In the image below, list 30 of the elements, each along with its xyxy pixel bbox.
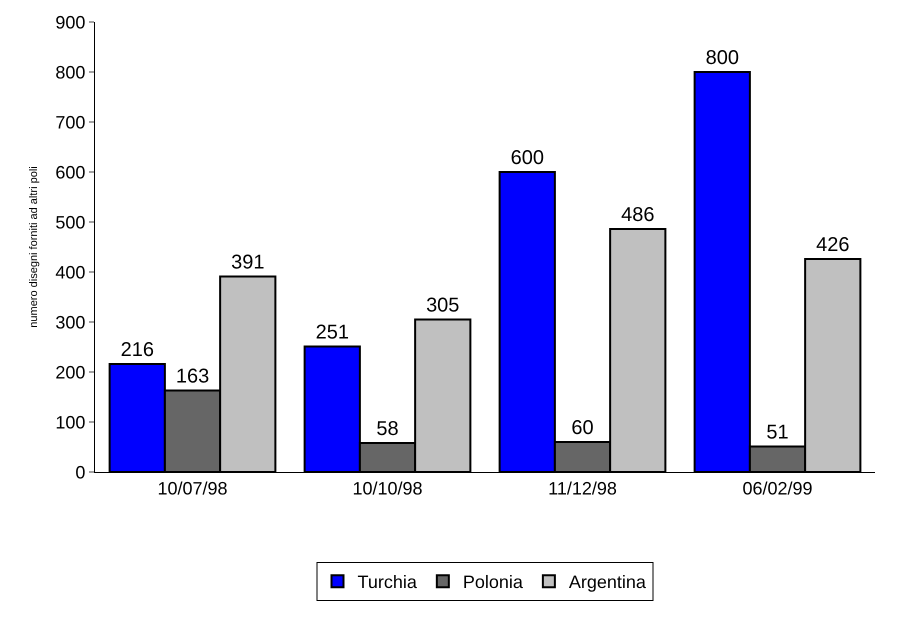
data-label: 216 xyxy=(120,339,154,361)
y-tick-label: 100 xyxy=(55,412,86,432)
data-label: 600 xyxy=(510,147,544,169)
data-label: 305 xyxy=(426,294,460,316)
x-tick-label: 10/07/98 xyxy=(157,478,228,499)
legend-label: Turchia xyxy=(358,572,418,592)
data-label: 60 xyxy=(571,417,594,439)
y-tick-label: 800 xyxy=(55,62,86,82)
x-tick-label: 11/12/98 xyxy=(548,478,617,499)
x-tick-label: 10/10/98 xyxy=(352,478,423,499)
legend-label: Argentina xyxy=(568,572,647,592)
data-label: 58 xyxy=(376,418,399,440)
y-axis-title: numero disegni forniti ad altri poli xyxy=(28,166,40,328)
data-label: 163 xyxy=(176,366,210,388)
data-label: 391 xyxy=(231,252,264,274)
y-tick-label: 400 xyxy=(55,262,86,282)
y-tick-label: 300 xyxy=(55,312,86,332)
data-label: 51 xyxy=(766,422,789,444)
y-tick-label: 0 xyxy=(75,462,86,482)
x-tick-label: 06/02/99 xyxy=(742,478,813,499)
data-label: 486 xyxy=(621,204,654,226)
y-tick-label: 500 xyxy=(55,212,86,232)
legend-label: Polonia xyxy=(462,572,524,592)
y-tick-label: 600 xyxy=(55,162,86,182)
data-label: 800 xyxy=(706,47,739,69)
y-tick-label: 700 xyxy=(55,112,86,132)
y-tick-label: 900 xyxy=(55,12,86,32)
data-label: 251 xyxy=(316,322,349,344)
data-label: 426 xyxy=(816,234,850,256)
y-tick-label: 200 xyxy=(55,362,86,382)
